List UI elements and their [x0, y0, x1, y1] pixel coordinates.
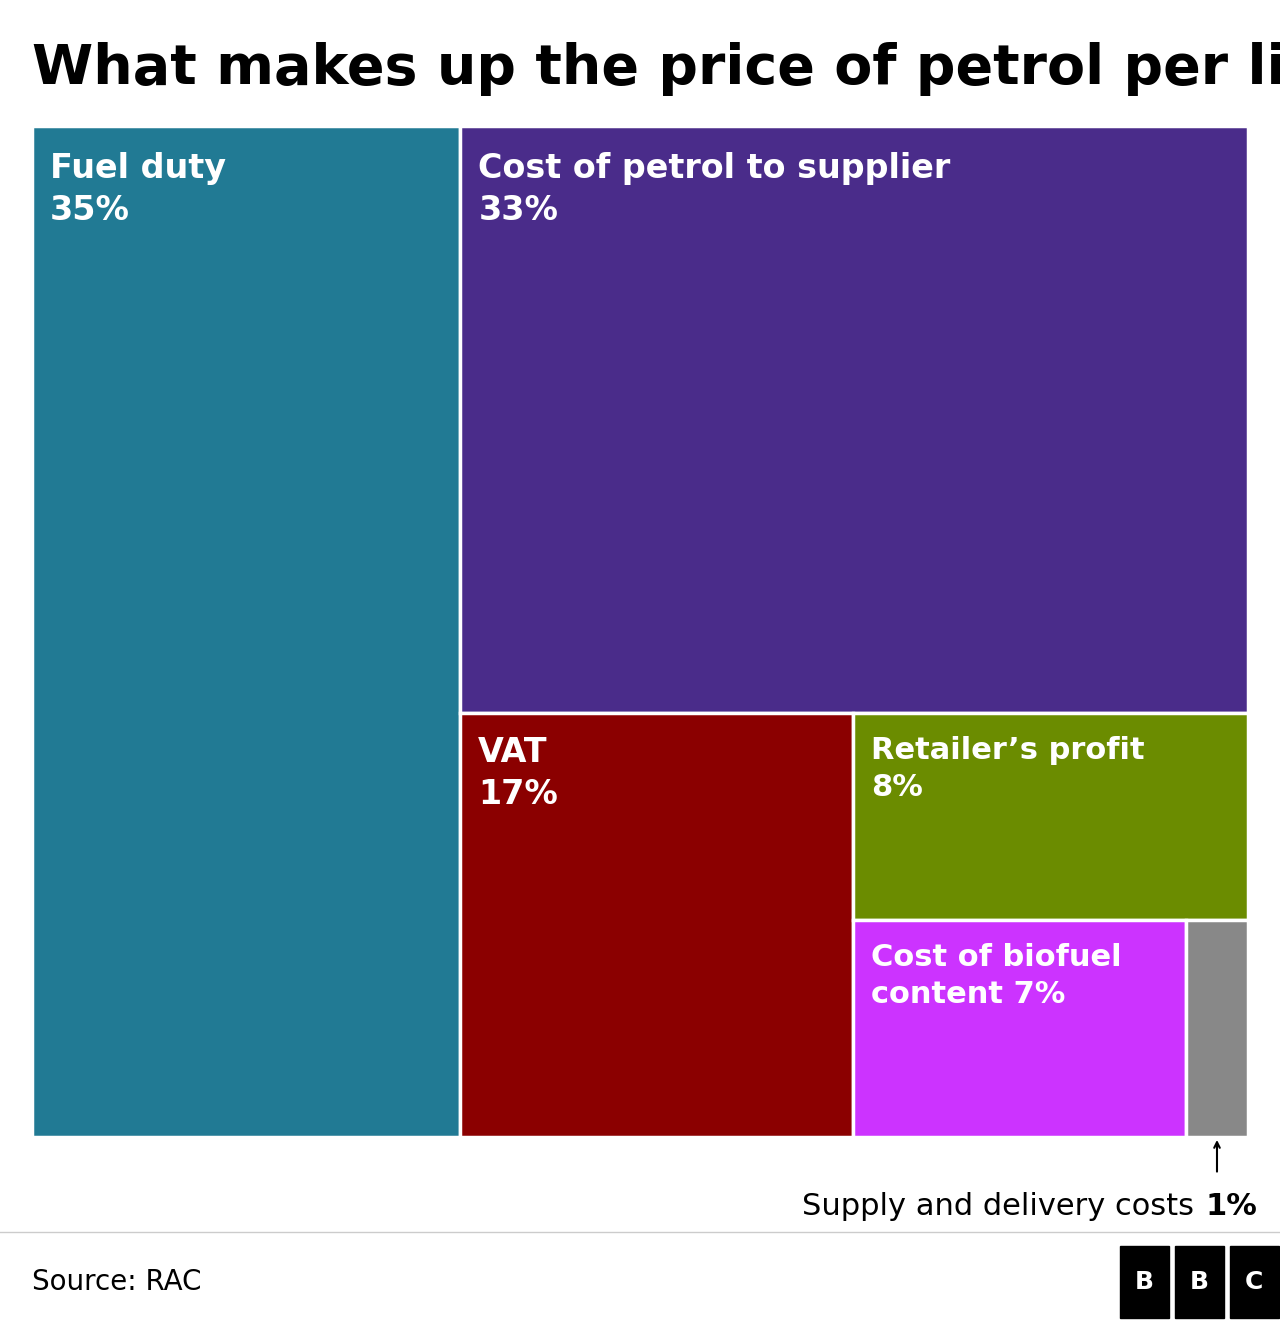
Bar [1175, 1246, 1224, 1318]
Text: Source: RAC: Source: RAC [32, 1267, 201, 1297]
Text: C: C [1245, 1270, 1263, 1294]
Text: Cost of biofuel
content 7%: Cost of biofuel content 7% [870, 943, 1121, 1009]
Text: Retailer’s profit
8%: Retailer’s profit 8% [870, 735, 1144, 802]
Bar [1230, 1246, 1279, 1318]
Text: Fuel duty
35%: Fuel duty 35% [50, 152, 227, 226]
Bar [852, 920, 1187, 1137]
Bar [1120, 1246, 1169, 1318]
Bar [32, 126, 460, 1137]
Bar [460, 713, 852, 1137]
Text: Supply and delivery costs: Supply and delivery costs [803, 1193, 1204, 1221]
Bar [852, 713, 1248, 920]
Bar [1187, 920, 1248, 1137]
Text: 1%: 1% [1206, 1193, 1257, 1221]
Text: Cost of petrol to supplier
33%: Cost of petrol to supplier 33% [479, 152, 951, 226]
Text: B: B [1190, 1270, 1208, 1294]
Text: B: B [1135, 1270, 1153, 1294]
Text: What makes up the price of petrol per litre?: What makes up the price of petrol per li… [32, 43, 1280, 97]
Bar [460, 126, 1248, 713]
Text: VAT
17%: VAT 17% [479, 735, 558, 811]
